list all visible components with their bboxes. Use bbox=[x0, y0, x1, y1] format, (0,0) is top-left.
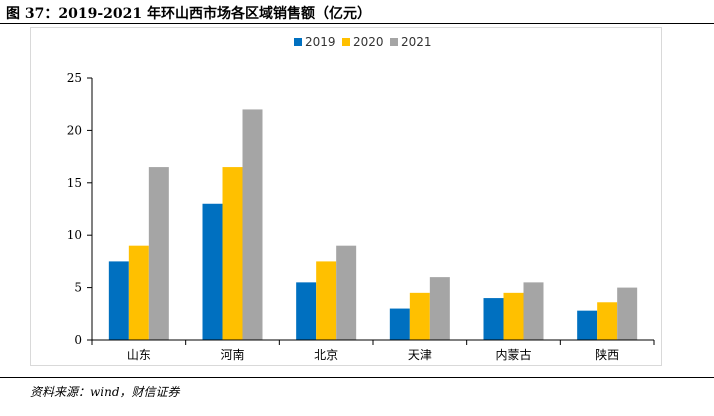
y-tick-label: 0 bbox=[74, 333, 82, 347]
bar-2020-河南 bbox=[222, 167, 243, 340]
y-axis: 0 5 10 15 20 25 bbox=[67, 71, 93, 347]
bar-2020-内蒙古 bbox=[503, 292, 524, 340]
x-category-label: 北京 bbox=[314, 348, 338, 362]
legend-label: 2021 bbox=[401, 35, 432, 49]
legend-label: 2019 bbox=[305, 35, 336, 49]
bar-2021-山东 bbox=[148, 167, 169, 340]
legend: 2019 2020 2021 bbox=[294, 35, 432, 49]
bar-2020-陕西 bbox=[597, 302, 618, 340]
y-tick-label: 20 bbox=[67, 123, 82, 137]
legend-swatch bbox=[294, 38, 302, 46]
x-category-label: 河南 bbox=[220, 347, 244, 362]
bottom-rule bbox=[0, 377, 714, 378]
legend-swatch bbox=[390, 38, 398, 46]
bars bbox=[108, 109, 638, 340]
x-axis: 山东 河南 北京 天津 内蒙古 陕西 bbox=[91, 339, 655, 362]
top-rule bbox=[0, 23, 714, 24]
y-tick-label: 15 bbox=[67, 176, 82, 190]
bar-2019-天津 bbox=[389, 308, 410, 340]
bar-2020-北京 bbox=[316, 261, 337, 340]
bar-2019-内蒙古 bbox=[483, 298, 504, 340]
bar-2019-陕西 bbox=[577, 310, 598, 340]
y-tick-label: 5 bbox=[74, 281, 82, 295]
bar-2021-天津 bbox=[429, 277, 450, 340]
x-category-label: 山东 bbox=[127, 348, 151, 362]
bar-2019-北京 bbox=[296, 282, 317, 340]
bar-2021-内蒙古 bbox=[523, 282, 544, 340]
x-category-label: 陕西 bbox=[595, 347, 619, 362]
bar-2019-河南 bbox=[202, 203, 223, 340]
y-tick-label: 10 bbox=[67, 228, 82, 242]
source-note: 资料来源：wind，财信证券 bbox=[30, 385, 180, 399]
bar-2019-山东 bbox=[108, 261, 129, 340]
chart-frame bbox=[30, 27, 662, 366]
bar-2020-天津 bbox=[409, 292, 430, 340]
bar-2021-陕西 bbox=[617, 287, 638, 340]
bar-2021-北京 bbox=[336, 245, 357, 340]
bar-2021-河南 bbox=[242, 109, 263, 340]
x-category-label: 内蒙古 bbox=[495, 347, 531, 362]
legend-label: 2020 bbox=[353, 35, 384, 49]
y-tick-label: 25 bbox=[67, 71, 82, 85]
x-category-label: 天津 bbox=[408, 348, 432, 362]
chart-title: 图 37：2019-2021 年环山西市场各区域销售额（亿元） bbox=[6, 6, 371, 22]
bar-2020-山东 bbox=[128, 245, 149, 340]
legend-swatch bbox=[342, 38, 350, 46]
